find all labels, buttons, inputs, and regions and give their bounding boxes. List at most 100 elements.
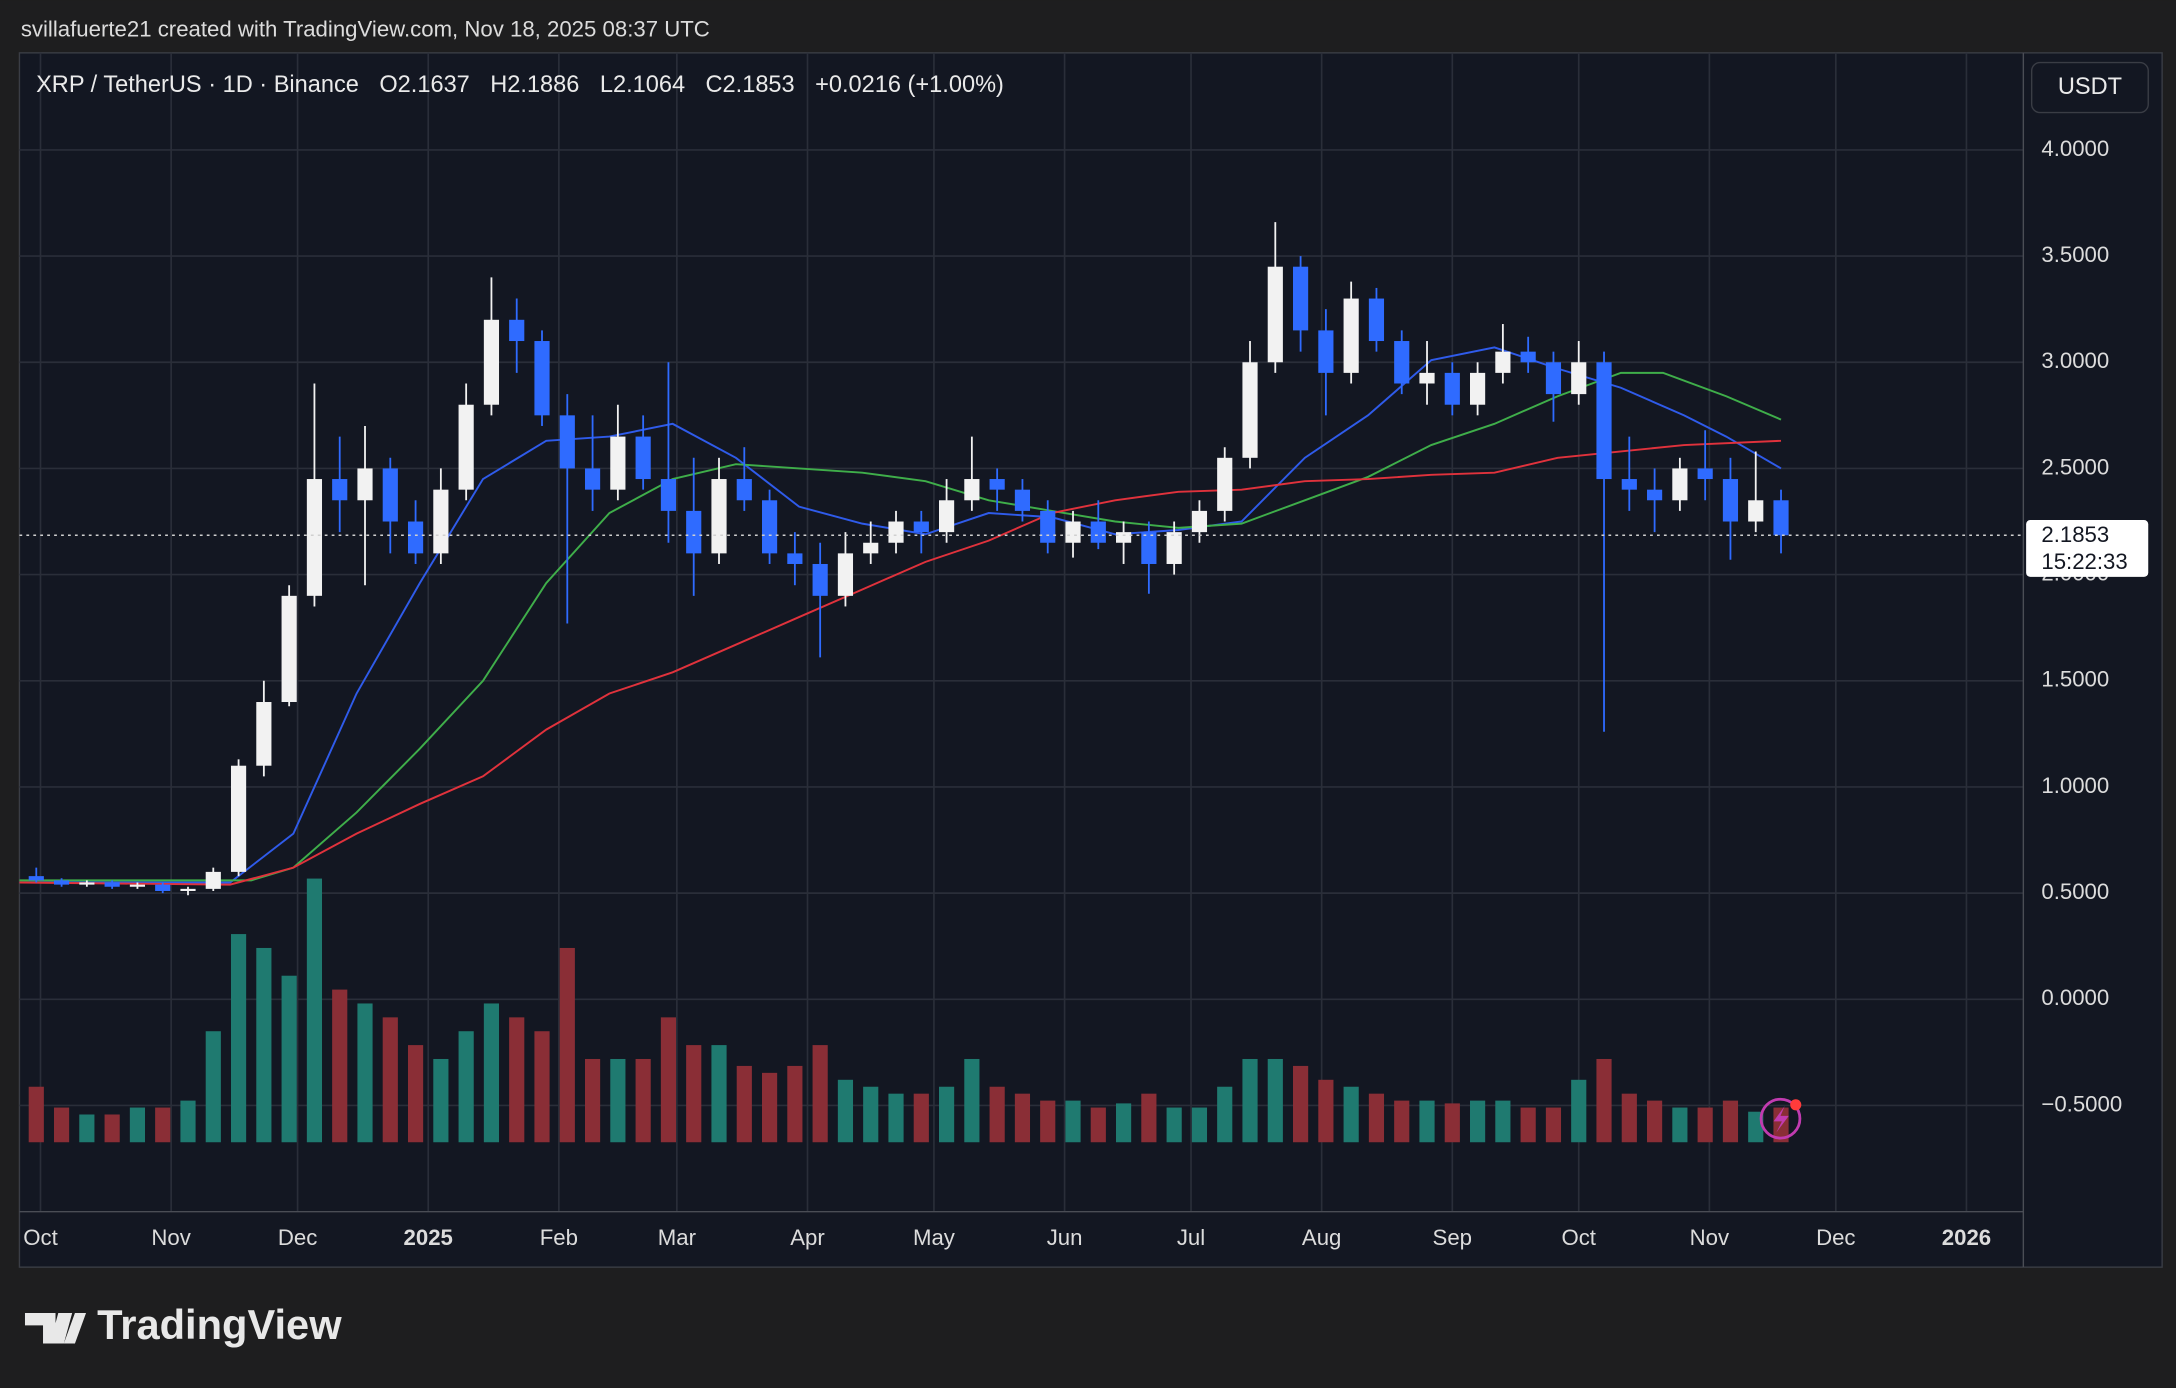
candle-body: [610, 436, 626, 490]
x-tick-label: Nov: [1690, 1225, 1730, 1250]
candle-body: [736, 479, 752, 501]
volume-bar: [686, 1045, 702, 1143]
candle-body: [1672, 468, 1688, 501]
volume-bar: [559, 947, 575, 1143]
volume-bar: [1621, 1093, 1637, 1143]
volume-bar: [205, 1031, 221, 1143]
change: +0.0216 (+1.00%): [815, 71, 1004, 97]
candle-body: [332, 479, 348, 501]
volume-bar: [1596, 1058, 1612, 1143]
candle-body: [79, 882, 95, 885]
ohlc-low: L2.1064: [600, 71, 685, 97]
volume-bar: [28, 1086, 44, 1143]
volume-bar: [888, 1093, 904, 1143]
candle-body: [812, 563, 828, 596]
candle-body: [458, 404, 474, 490]
candle-body: [1318, 330, 1334, 373]
candle-body: [1470, 372, 1486, 405]
volume-bar: [104, 1114, 120, 1143]
x-tick-label: 2025: [404, 1225, 453, 1250]
x-tick-label: Apr: [790, 1225, 825, 1250]
volume-bar: [1115, 1103, 1132, 1143]
alert-ring: [1759, 1097, 1802, 1140]
volume-bar: [938, 1086, 955, 1143]
candle-body: [1419, 372, 1435, 384]
currency-button[interactable]: [2030, 61, 2149, 114]
candle-body: [964, 479, 980, 501]
candle-body: [357, 468, 373, 501]
volume-bar: [1293, 1065, 1309, 1143]
volume-bar: [1065, 1100, 1081, 1143]
volume-bar: [180, 1100, 196, 1143]
candle-body: [1596, 362, 1612, 480]
candle-body: [888, 521, 904, 543]
volume-bar: [1242, 1058, 1258, 1143]
y-tick-label: 1.5000: [2041, 667, 2109, 692]
x-tick-label: Oct: [23, 1225, 58, 1250]
volume-bar: [1647, 1100, 1663, 1143]
candle-body: [104, 882, 120, 887]
candle-body: [1141, 532, 1157, 564]
x-tick-label: Jun: [1047, 1225, 1083, 1250]
volume-bar: [610, 1058, 626, 1143]
candle-body: [1621, 479, 1637, 490]
currency-label: USDT: [2058, 73, 2122, 99]
x-tick-label: Aug: [1302, 1225, 1341, 1250]
volume-bar: [357, 1003, 373, 1143]
candle-body: [787, 553, 803, 564]
volume-bar: [1217, 1086, 1233, 1143]
x-tick-label: Dec: [1816, 1225, 1855, 1250]
alert-bolt: [1773, 1106, 1789, 1133]
volume-bar: [382, 1017, 398, 1143]
x-tick-label: Dec: [278, 1225, 317, 1250]
candle-body: [382, 468, 398, 522]
candle-body: [635, 436, 651, 480]
brand-logo: [24, 1312, 87, 1344]
candle-body: [1115, 532, 1132, 543]
candle-body: [306, 479, 323, 596]
volume-bar: [1419, 1100, 1435, 1143]
volume-bar: [1444, 1103, 1460, 1143]
volume-bar: [1571, 1079, 1587, 1143]
legend-header: XRP / TetherUS · 1D · Binance O2.1637 H2…: [36, 71, 1004, 97]
volume-bar: [230, 934, 247, 1143]
candle-body: [256, 702, 272, 766]
volume-bar: [1368, 1093, 1385, 1143]
volume-bar: [1545, 1107, 1562, 1143]
volume-bar: [433, 1058, 449, 1143]
candle-body: [559, 415, 575, 469]
volume-bar: [1141, 1093, 1157, 1143]
brand: TradingView: [24, 1301, 342, 1348]
brand-name: TradingView: [97, 1301, 342, 1348]
volume-bar: [1520, 1107, 1536, 1143]
ohlc-close: C2.1853: [706, 71, 795, 97]
candle-body: [1293, 266, 1309, 331]
y-tick-label: −0.5000: [2041, 1091, 2122, 1116]
candle-body: [1545, 362, 1562, 395]
x-tick-label: May: [913, 1225, 956, 1250]
volume-bar: [1191, 1107, 1208, 1143]
x-tick-label: 2026: [1942, 1225, 1991, 1250]
volume-bar: [837, 1079, 854, 1143]
candles: [28, 222, 1789, 896]
volume-bar: [332, 989, 348, 1143]
volume-bar: [1014, 1093, 1031, 1143]
candle-body: [534, 341, 550, 416]
volume-bar: [989, 1086, 1005, 1143]
volume-bar: [407, 1045, 424, 1143]
candle-body: [1343, 298, 1359, 373]
volume-bar: [483, 1003, 500, 1143]
alert-icon[interactable]: [1759, 1097, 1802, 1140]
volume-bar: [1090, 1107, 1106, 1143]
last-price-box: [2026, 519, 2149, 577]
candle-body: [281, 595, 297, 703]
volume-bar: [1166, 1107, 1182, 1143]
y-tick-label: 1.0000: [2041, 773, 2109, 798]
candle-body: [1014, 489, 1031, 511]
grid: [19, 52, 2024, 1212]
volume-bar: [913, 1093, 929, 1143]
candle-body: [1444, 372, 1460, 405]
candle-body: [129, 884, 146, 887]
candle-body: [711, 479, 727, 554]
volume-bar: [1318, 1079, 1334, 1143]
